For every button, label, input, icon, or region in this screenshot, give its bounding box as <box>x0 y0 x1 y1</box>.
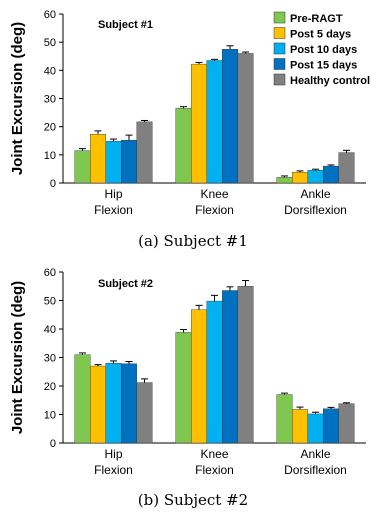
bar <box>136 382 153 444</box>
legend-label: Post 10 days <box>290 44 357 56</box>
x-category-label: Ankle Dorsiflexion <box>284 447 347 477</box>
legend-label: Healthy control <box>290 75 370 87</box>
y-tick-label: 10 <box>44 410 56 422</box>
bar <box>74 354 91 444</box>
caption-a: (a) Subject #1 <box>138 232 248 250</box>
subject-label: Subject #2 <box>98 278 153 290</box>
bar <box>237 286 254 444</box>
bar <box>307 170 324 184</box>
x-category-label-line: Ankle <box>300 447 330 461</box>
y-axis-label: Joint Excursion (deg) <box>9 22 26 175</box>
bar <box>276 177 293 184</box>
x-category-label-line: Flexion <box>94 463 133 477</box>
legend-label: Post 15 days <box>290 60 357 72</box>
y-tick-label: 60 <box>44 267 56 279</box>
legend-swatch <box>273 11 286 24</box>
caption-b: (b) Subject #2 <box>138 491 248 509</box>
legend-swatch <box>273 42 286 55</box>
y-tick-label: 30 <box>44 353 56 365</box>
bar <box>206 300 223 444</box>
x-category-label: Knee Flexion <box>195 447 234 477</box>
bar <box>323 408 339 444</box>
x-category-label-line: Flexion <box>195 463 234 477</box>
bar <box>338 403 355 444</box>
x-category-label: Hip Flexion <box>94 447 133 477</box>
y-tick-label: 60 <box>44 9 56 21</box>
bar <box>90 134 106 184</box>
bar <box>222 49 238 184</box>
y-tick-label: 10 <box>44 150 56 162</box>
bar <box>191 63 207 184</box>
y-tick-label: 50 <box>44 296 56 308</box>
bar <box>191 309 207 444</box>
bar <box>121 139 137 184</box>
bar <box>175 108 192 184</box>
legend-swatch <box>273 27 286 39</box>
x-category-label-line: Dorsiflexion <box>284 203 347 217</box>
bar <box>237 53 254 184</box>
x-category-label-line: Hip <box>104 187 122 201</box>
bar <box>105 141 122 184</box>
x-category-label-line: Flexion <box>195 203 234 217</box>
legend-swatch <box>273 73 286 86</box>
bar <box>74 150 91 184</box>
bar <box>323 165 339 184</box>
bar <box>136 121 153 184</box>
y-tick-label: 20 <box>44 122 56 134</box>
chart-subject-1: 0 10 20 30 40 50 60 Joint Excursion (deg) Subjec… <box>9 9 370 217</box>
y-tick-label: 20 <box>44 381 56 393</box>
bar <box>90 365 106 444</box>
x-category-label-line: Flexion <box>94 203 133 217</box>
y-tick-label: 50 <box>44 37 56 49</box>
legend-label: Post 5 days <box>290 29 351 41</box>
x-category-label-line: Knee <box>200 447 228 461</box>
bar <box>292 172 308 184</box>
chart-subject-2: 0 10 20 30 40 50 60 Joint Excursion (deg) Subjec… <box>9 267 366 477</box>
bar <box>105 363 122 444</box>
y-tick-label: 30 <box>44 94 56 106</box>
x-category-label: Knee Flexion <box>195 187 234 217</box>
y-tick-label: 40 <box>44 65 56 77</box>
x-category-label-line: Dorsiflexion <box>284 463 347 477</box>
x-category-label: Hip Flexion <box>94 187 133 217</box>
bar <box>121 363 137 444</box>
x-category-label-line: Knee <box>200 187 228 201</box>
y-tick-label: 0 <box>50 178 56 190</box>
y-tick-label: 40 <box>44 324 56 336</box>
legend-swatch <box>273 58 286 70</box>
bar <box>276 394 293 444</box>
bar <box>222 290 238 444</box>
bar <box>206 60 223 184</box>
subject-label: Subject #1 <box>98 19 153 31</box>
y-tick-label: 0 <box>50 438 56 450</box>
x-category-label-line: Ankle <box>300 187 330 201</box>
legend-label: Pre-RAGT <box>290 13 343 25</box>
bar <box>338 152 355 184</box>
x-category-label-line: Hip <box>104 447 122 461</box>
x-category-label: Ankle Dorsiflexion <box>284 187 347 217</box>
bar <box>292 409 308 444</box>
y-axis-label: Joint Excursion (deg) <box>9 281 26 434</box>
bar <box>307 413 324 444</box>
bar <box>175 332 192 444</box>
